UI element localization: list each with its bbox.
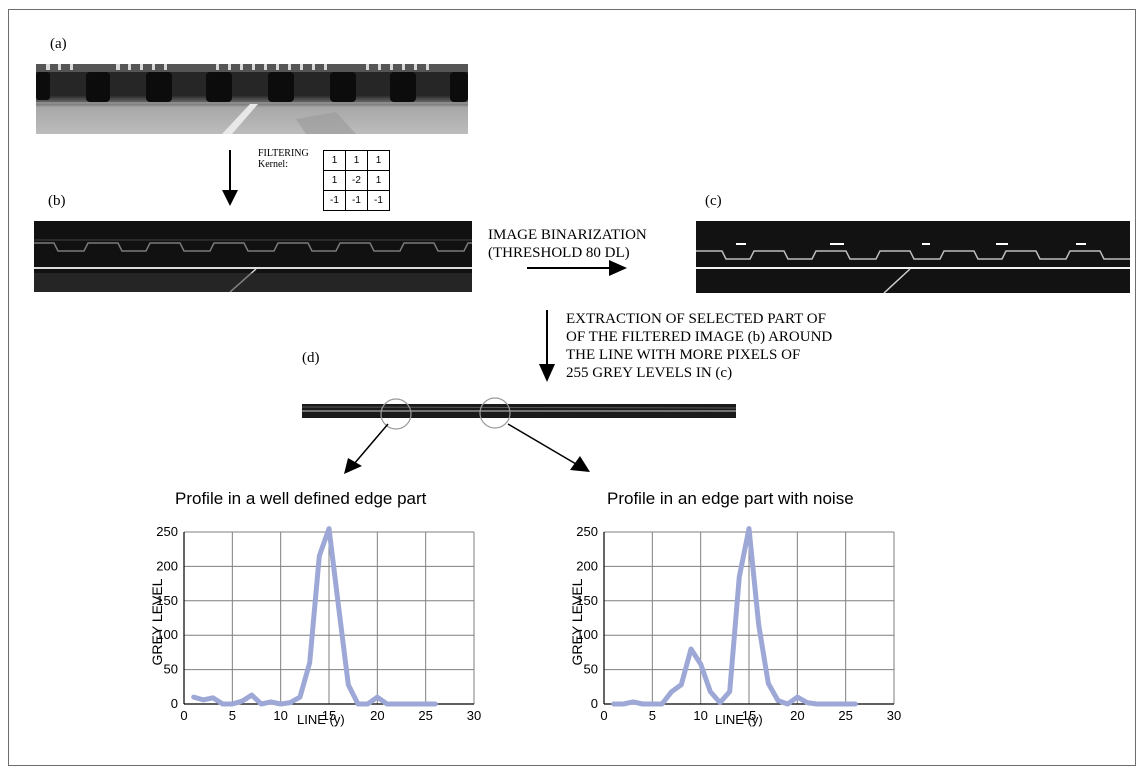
x-tick-label: 10 <box>273 708 287 723</box>
x-tick-label: 15 <box>742 708 756 723</box>
filtered-image-detail <box>34 239 472 292</box>
kernel-cell: 1 <box>367 170 390 191</box>
x-tick-label: 25 <box>838 708 852 723</box>
kernel-cell: -1 <box>345 190 368 211</box>
x-tick-label: 10 <box>693 708 707 723</box>
y-tick-label: 200 <box>156 558 178 573</box>
x-tick-label: 15 <box>322 708 336 723</box>
extraction-line3: THE LINE WITH MORE PIXELS OF <box>566 347 801 363</box>
x-tick-label: 0 <box>180 708 187 723</box>
chart-title-well-defined: Profile in a well defined edge part <box>175 489 427 508</box>
profile-series-line <box>191 526 438 707</box>
y-tick-label: 200 <box>576 558 598 573</box>
y-tick-label: 150 <box>576 593 598 608</box>
x-tick-label: 25 <box>418 708 432 723</box>
figure-frame <box>8 9 1136 766</box>
arrow-down-a-to-b <box>222 150 238 206</box>
original-image-a <box>36 64 468 134</box>
panel-label-b: (b) <box>48 193 66 209</box>
kernel-cell: -1 <box>367 190 390 211</box>
original-image-detail <box>36 64 468 134</box>
x-tick-label: 30 <box>467 708 481 723</box>
kernel-cell: 1 <box>367 150 390 171</box>
x-tick-label: 20 <box>790 708 804 723</box>
filtering-label: FILTERING Kernel: <box>258 148 309 170</box>
binarized-image-c <box>696 221 1130 293</box>
panel-label-c: (c) <box>705 193 722 209</box>
y-tick-label: 0 <box>171 696 178 711</box>
binarization-caption: IMAGE BINARIZATION (THRESHOLD 80 DL) <box>488 226 647 262</box>
y-tick-label: 50 <box>164 662 178 677</box>
chart-xlabel-well-defined: LINE (y) <box>297 712 345 727</box>
panel-label-d: (d) <box>302 350 320 366</box>
x-tick-label: 5 <box>649 708 656 723</box>
filtered-image-b <box>34 221 472 292</box>
profile-series-line <box>611 526 858 707</box>
edge-circle-well-defined <box>380 398 412 430</box>
y-tick-label: 150 <box>156 593 178 608</box>
y-tick-label: 100 <box>576 627 598 642</box>
chart-noisy: 0 5 10 15 20 25 30 0 50 100 150 200 250 <box>576 524 901 723</box>
y-tick-label: 0 <box>591 696 598 711</box>
extraction-caption: EXTRACTION OF SELECTED PART OF OF THE FI… <box>566 310 832 382</box>
extraction-line2: OF THE FILTERED IMAGE (b) AROUND <box>566 329 833 345</box>
chart-title-noisy: Profile in an edge part with noise <box>607 489 854 508</box>
kernel-cell: 1 <box>345 150 368 171</box>
filtering-label-line2: Kernel: <box>258 159 288 170</box>
chart-well-defined: 0 5 10 15 20 25 30 0 50 100 150 200 250 <box>156 524 481 723</box>
panel-label-a: (a) <box>50 36 67 52</box>
y-tick-label: 250 <box>156 524 178 539</box>
x-tick-label: 5 <box>229 708 236 723</box>
kernel-cell: 1 <box>323 150 346 171</box>
kernel-cell: 1 <box>323 170 346 191</box>
chart-ylabel-noisy: GREY LEVEL <box>569 578 585 666</box>
y-tick-label: 250 <box>576 524 598 539</box>
profile-arrows <box>344 423 590 474</box>
y-tick-label: 100 <box>156 627 178 642</box>
filtering-label-line1: FILTERING <box>258 148 309 159</box>
filter-kernel-matrix: 1 1 1 1 -2 1 -1 -1 -1 <box>323 150 390 211</box>
chart-ylabel-well-defined: GREY LEVEL <box>149 578 165 666</box>
binarization-line1: IMAGE BINARIZATION <box>488 227 647 243</box>
arrow-down-c-to-d <box>539 310 555 382</box>
kernel-cell: -2 <box>345 170 368 191</box>
x-tick-label: 20 <box>370 708 384 723</box>
binarized-image-detail <box>696 243 1130 293</box>
chart-xlabel-noisy: LINE (y) <box>715 712 763 727</box>
y-tick-label: 50 <box>584 662 598 677</box>
extracted-strip-d <box>301 397 737 430</box>
edge-circle-noisy <box>479 397 511 429</box>
x-tick-label: 30 <box>887 708 901 723</box>
extraction-line4: 255 GREY LEVELS IN (c) <box>566 365 733 381</box>
binarization-line2: (THRESHOLD 80 DL) <box>488 245 630 261</box>
arrow-right-b-to-c <box>527 260 627 276</box>
extraction-line1: EXTRACTION OF SELECTED PART OF <box>566 311 826 327</box>
x-tick-label: 0 <box>600 708 607 723</box>
kernel-cell: -1 <box>323 190 346 211</box>
